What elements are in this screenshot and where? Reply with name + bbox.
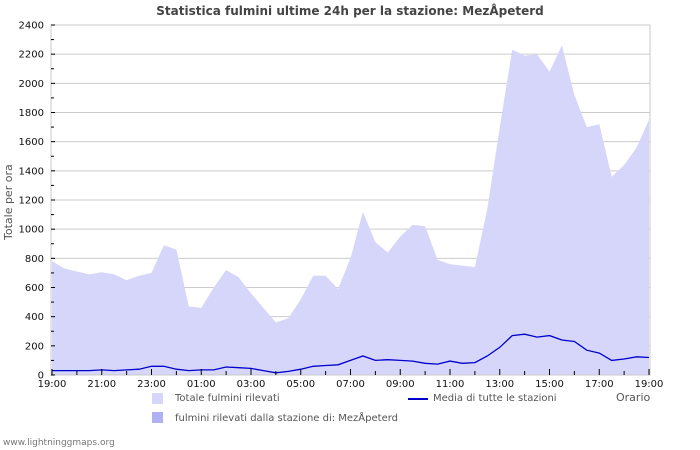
svg-text:200: 200 [25, 341, 44, 352]
svg-text:1000: 1000 [19, 225, 44, 236]
legend-swatch-total [152, 393, 163, 404]
x-axis: 19:00 21:00 23:00 01:00 03:00 05:00 07:00 09:00… [38, 369, 664, 390]
svg-text:1400: 1400 [19, 166, 44, 177]
svg-text:1600: 1600 [19, 137, 44, 148]
svg-text:1800: 1800 [19, 108, 44, 119]
svg-text:05:00: 05:00 [286, 379, 315, 390]
svg-text:03:00: 03:00 [237, 379, 266, 390]
svg-text:07:00: 07:00 [336, 379, 365, 390]
y-axis: 0 200 400 600 800 1000 1200 1400 1600 1800 2000 220… [19, 21, 55, 382]
svg-text:400: 400 [25, 312, 44, 323]
average-line [52, 333, 650, 374]
chart-title: Statistica fulmini ultime 24h per la sta… [156, 4, 544, 18]
svg-text:19:00: 19:00 [635, 379, 664, 390]
svg-text:2200: 2200 [19, 50, 44, 61]
svg-text:11:00: 11:00 [436, 379, 465, 390]
legend-station: fulmini rilevati dalla stazione di: MezÅ… [175, 413, 399, 424]
svg-text:09:00: 09:00 [386, 379, 415, 390]
svg-text:01:00: 01:00 [187, 379, 216, 390]
svg-text:600: 600 [25, 283, 44, 294]
footer-credit: www.lightninggmaps.org [3, 438, 115, 448]
svg-text:17:00: 17:00 [585, 379, 614, 390]
svg-text:800: 800 [25, 254, 44, 265]
legend-swatch-station [152, 412, 163, 423]
svg-text:2000: 2000 [19, 79, 44, 90]
legend-swatch-average [408, 398, 428, 400]
svg-text:21:00: 21:00 [87, 379, 116, 390]
svg-text:13:00: 13:00 [485, 379, 514, 390]
svg-text:19:00: 19:00 [38, 379, 67, 390]
svg-text:1200: 1200 [19, 196, 44, 207]
svg-text:23:00: 23:00 [137, 379, 166, 390]
svg-text:0: 0 [38, 371, 44, 382]
legend-total: Totale fulmini rilevati [175, 393, 280, 404]
svg-text:2400: 2400 [19, 21, 44, 32]
total-area [52, 45, 649, 376]
x-axis-label: Orario [616, 391, 651, 404]
legend-average: Media di tutte le stazioni [433, 393, 557, 404]
svg-text:15:00: 15:00 [535, 379, 564, 390]
